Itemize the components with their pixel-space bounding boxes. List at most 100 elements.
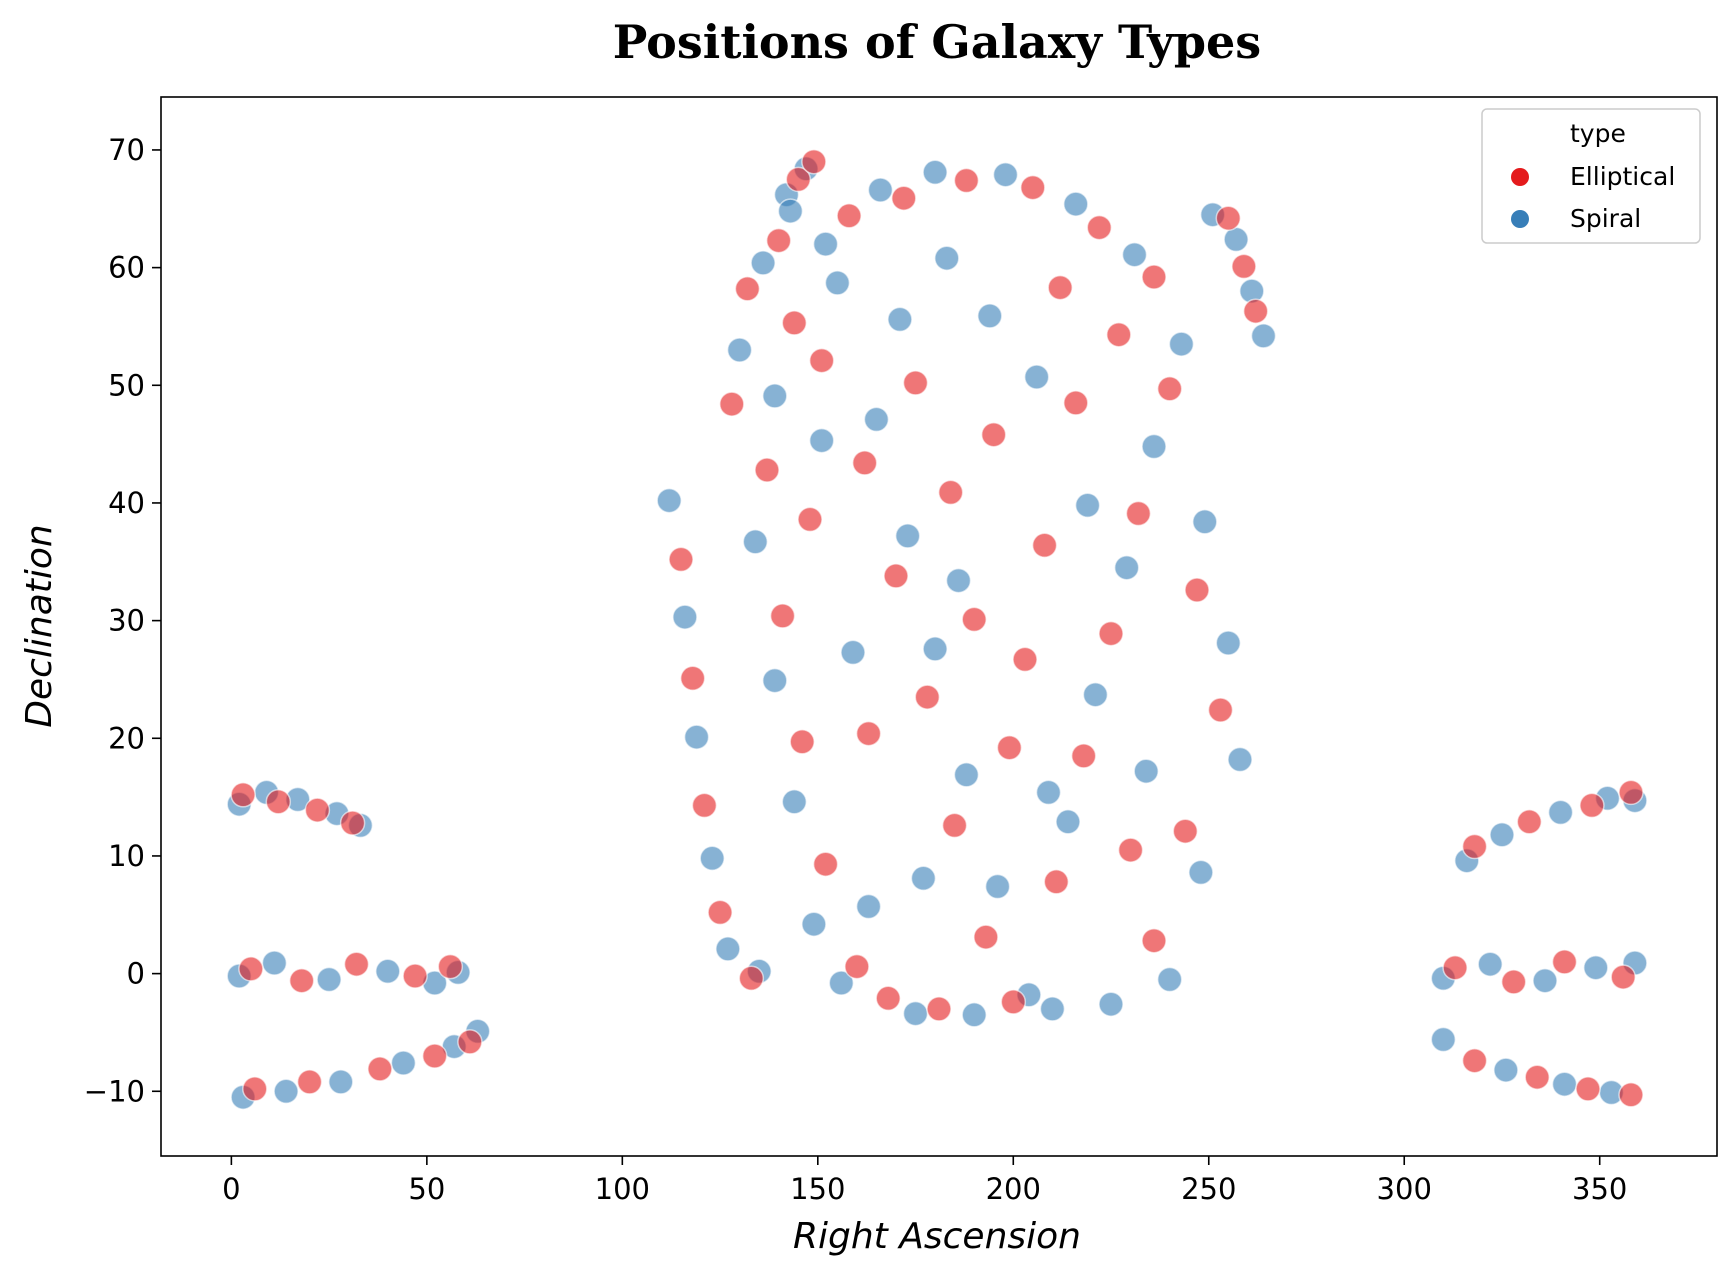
plot-frame	[160, 96, 1718, 1157]
data-point-elliptical	[719, 391, 745, 417]
data-point-elliptical	[765, 227, 792, 254]
data-point-elliptical	[1141, 264, 1167, 290]
data-point-spiral	[762, 383, 788, 409]
data-point-spiral	[715, 936, 741, 962]
x-tick-label: 350	[1572, 1172, 1627, 1206]
data-point-elliptical	[707, 899, 733, 926]
data-point-elliptical	[836, 203, 862, 229]
data-point-spiral	[1055, 809, 1081, 835]
y-tick-label: −10	[84, 1074, 145, 1108]
data-point-elliptical	[808, 347, 835, 374]
data-point-spiral	[1188, 859, 1214, 886]
legend-marker-spiral	[1511, 210, 1529, 228]
data-point-spiral	[1098, 991, 1124, 1017]
data-point-elliptical	[1575, 1076, 1601, 1102]
data-point-spiral	[1583, 954, 1609, 981]
data-point-spiral	[1074, 492, 1101, 519]
legend-title: type	[1570, 119, 1626, 148]
x-tick-label: 100	[595, 1172, 650, 1206]
data-point-elliptical	[288, 967, 315, 994]
data-point-elliptical	[1610, 964, 1636, 990]
data-point-elliptical	[367, 1056, 393, 1082]
data-point-spiral	[699, 845, 725, 872]
x-tick-label: 200	[986, 1172, 1041, 1206]
data-point-spiral	[1430, 1026, 1457, 1053]
legend-label-spiral: Spiral	[1570, 204, 1641, 233]
data-point-elliptical	[1184, 577, 1210, 603]
data-point-elliptical	[785, 166, 812, 193]
data-point-spiral	[867, 177, 894, 203]
y-tick-label: 30	[108, 604, 145, 638]
data-point-elliptical	[1461, 833, 1488, 860]
data-point-spiral	[824, 270, 851, 296]
x-tick-label: 300	[1377, 1172, 1432, 1206]
data-point-elliptical	[891, 185, 917, 211]
x-tick-label: 250	[1181, 1172, 1236, 1206]
data-point-elliptical	[1172, 818, 1199, 844]
data-point-elliptical	[1047, 274, 1073, 301]
data-point-elliptical	[844, 953, 870, 980]
y-tick-label: 10	[108, 839, 145, 873]
data-point-elliptical	[1125, 500, 1152, 527]
data-point-elliptical	[738, 965, 765, 992]
data-point-spiral	[261, 950, 288, 976]
data-point-spiral	[390, 1050, 417, 1076]
data-point-elliptical	[1442, 954, 1468, 981]
data-point-spiral	[1063, 191, 1089, 217]
data-point-spiral	[808, 427, 835, 454]
data-point-elliptical	[734, 276, 761, 302]
data-point-elliptical	[1043, 869, 1070, 895]
data-point-spiral	[316, 966, 342, 993]
data-point-elliptical	[1156, 376, 1183, 402]
data-point-elliptical	[242, 1076, 268, 1102]
data-point-elliptical	[1141, 927, 1167, 954]
data-point-spiral	[812, 231, 839, 257]
data-point-spiral	[801, 911, 827, 937]
data-point-spiral	[1121, 241, 1148, 268]
data-point-spiral	[984, 873, 1011, 900]
data-point-spiral	[1489, 822, 1515, 848]
x-axis-ticks: 0 50 100 150 200 250 300 350	[222, 1156, 1627, 1206]
data-point-spiral	[1215, 630, 1242, 656]
data-point-spiral	[777, 198, 804, 224]
data-point-elliptical	[851, 450, 878, 476]
data-point-spiral	[934, 245, 960, 271]
data-point-elliptical	[855, 720, 882, 747]
data-point-spiral	[1551, 1071, 1578, 1097]
x-axis-label: Right Ascension	[793, 1216, 1081, 1257]
data-point-spiral	[1039, 996, 1066, 1022]
data-point-elliptical	[926, 996, 952, 1022]
legend-box	[1481, 108, 1701, 244]
data-point-elliptical	[941, 812, 968, 839]
data-point-elliptical	[437, 953, 464, 980]
data-point-spiral	[922, 159, 948, 186]
y-tick-label: 70	[108, 133, 145, 167]
x-tick-label: 0	[222, 1172, 240, 1206]
data-point-elliptical	[769, 603, 796, 629]
data-point-spiral	[887, 306, 913, 333]
data-point-spiral	[1532, 967, 1558, 994]
data-point-spiral	[1477, 951, 1503, 977]
data-point-spiral	[910, 865, 937, 892]
x-tick-label: 150	[790, 1172, 845, 1206]
data-point-elliptical	[1020, 174, 1046, 201]
y-tick-label: 60	[108, 251, 145, 285]
data-point-spiral	[273, 1078, 299, 1105]
data-point-spiral	[1082, 681, 1109, 708]
data-point-elliptical	[980, 421, 1007, 448]
data-point-spiral	[1547, 799, 1574, 826]
data-point-elliptical	[1215, 205, 1242, 231]
data-point-elliptical	[1207, 697, 1234, 723]
legend: type Elliptical Spiral	[1481, 108, 1701, 244]
data-point-elliptical	[1086, 214, 1113, 241]
data-point-spiral	[726, 337, 753, 363]
data-point-spiral	[945, 567, 972, 594]
data-point-elliptical	[304, 797, 331, 823]
data-point-elliptical	[1117, 837, 1144, 863]
data-point-spiral	[672, 604, 698, 630]
data-point-elliptical	[238, 956, 264, 982]
data-point-elliptical	[914, 684, 941, 710]
data-point-elliptical	[1618, 779, 1644, 806]
